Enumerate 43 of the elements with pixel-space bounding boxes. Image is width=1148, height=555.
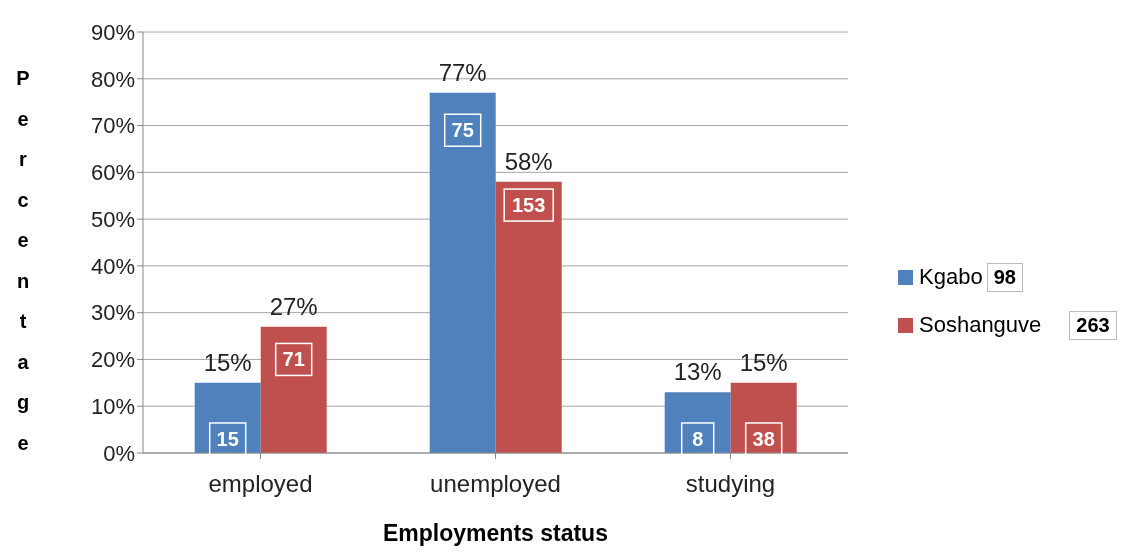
bar — [495, 181, 562, 453]
bar — [664, 392, 731, 453]
y-tick-label: 60% — [90, 160, 135, 186]
y-tick-label: 0% — [103, 440, 135, 466]
bar — [260, 326, 327, 453]
boxed-count: 71 — [274, 342, 313, 377]
y-tick-label: 70% — [90, 113, 135, 139]
boxed-count: 15 — [208, 422, 247, 456]
y-tick-label: 30% — [90, 300, 135, 326]
text: Percentage — [16, 67, 30, 454]
data-label: 13% — [673, 358, 722, 386]
data-label: 15% — [739, 348, 788, 376]
text: 263 — [1069, 310, 1117, 340]
annotation: 153 — [512, 194, 546, 217]
text: 98 — [986, 262, 1023, 292]
x-axis-title: Employments status — [382, 520, 609, 547]
y-tick-label: 80% — [90, 66, 135, 92]
y-tick-label: 90% — [90, 19, 135, 45]
y-tick-label: 20% — [90, 347, 135, 373]
legend-label: Soshanguve — [919, 312, 1042, 338]
y-tick-label: 40% — [90, 253, 135, 279]
y-tick-label: 10% — [90, 394, 135, 420]
data-label: 27% — [269, 292, 318, 320]
boxed-count: 38 — [744, 422, 783, 456]
bar — [730, 382, 797, 453]
x-tick-label: studying — [685, 470, 776, 498]
y-tick-label: 50% — [90, 206, 135, 232]
annotation: 8 — [692, 427, 704, 450]
data-label: 58% — [504, 147, 553, 175]
annotation: 71 — [282, 348, 305, 371]
data-label: 15% — [203, 348, 252, 376]
boxed-count: 8 — [680, 422, 715, 456]
data-label: 77% — [438, 58, 487, 86]
bar — [194, 382, 261, 453]
x-tick-label: unemployed — [430, 470, 561, 498]
x-tick-label: employed — [208, 470, 313, 498]
legend-label: Kgabo — [919, 264, 983, 290]
annotation: 38 — [752, 427, 775, 450]
annotation: 75 — [451, 119, 474, 142]
annotation: 15 — [216, 427, 239, 450]
bar — [429, 92, 496, 453]
boxed-count: 153 — [503, 188, 554, 222]
boxed-count: 75 — [443, 113, 482, 147]
